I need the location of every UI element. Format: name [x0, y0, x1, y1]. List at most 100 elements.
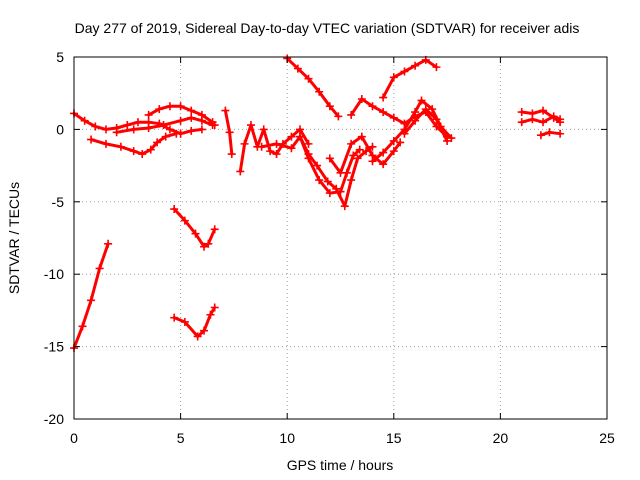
data-point-marker	[340, 202, 349, 211]
data-point-marker	[325, 154, 334, 163]
data-point-marker	[315, 176, 324, 185]
x-tick-label: 25	[599, 430, 615, 446]
data-point-marker	[389, 113, 398, 122]
data-point-marker	[153, 138, 162, 147]
series-line	[238, 123, 310, 173]
data-point-marker	[204, 239, 213, 248]
data-point-marker	[379, 93, 388, 102]
series-track-17	[400, 105, 452, 145]
series-track-3	[87, 129, 181, 159]
data-point-marker	[176, 116, 185, 125]
y-axis-label: SDTVAR / TECUs	[6, 182, 22, 294]
data-point-marker	[246, 121, 255, 130]
series-line	[285, 56, 340, 118]
data-point-marker	[536, 131, 545, 140]
y-tick-label: 5	[56, 49, 64, 65]
data-point-marker	[295, 125, 304, 134]
data-point-marker	[304, 74, 313, 83]
data-point-marker	[240, 139, 249, 148]
data-point-marker	[400, 129, 409, 138]
x-axis-label: GPS time / hours	[287, 457, 394, 473]
data-point-marker	[287, 132, 296, 141]
data-point-marker	[368, 157, 377, 166]
series-line	[298, 135, 362, 195]
series-track-5	[144, 102, 219, 130]
series-line	[328, 135, 402, 175]
data-point-marker	[259, 125, 268, 134]
data-point-marker	[187, 113, 196, 122]
data-point-marker	[325, 189, 334, 198]
data-point-marker	[116, 142, 125, 151]
data-point-marker	[272, 139, 281, 148]
data-point-marker	[133, 118, 142, 127]
data-point-marker	[170, 313, 179, 322]
data-point-marker	[336, 168, 345, 177]
data-point-marker	[368, 102, 377, 111]
data-point-marker	[104, 239, 113, 248]
data-point-marker	[187, 106, 196, 115]
data-point-marker	[200, 326, 209, 335]
data-point-marker	[206, 310, 215, 319]
series-track-6	[170, 205, 219, 251]
series-track-7	[170, 303, 219, 341]
data-point-marker	[165, 102, 174, 111]
data-point-marker	[80, 116, 89, 125]
data-point-marker	[313, 161, 322, 170]
data-point-marker	[197, 125, 206, 134]
data-point-marker	[210, 303, 219, 312]
data-point-marker	[315, 87, 324, 96]
data-point-marker	[101, 125, 110, 134]
data-point-marker	[78, 322, 87, 331]
data-point-marker	[197, 110, 206, 119]
data-point-marker	[353, 154, 362, 163]
series-line	[260, 135, 374, 208]
data-point-marker	[336, 187, 345, 196]
data-point-marker	[287, 144, 296, 153]
data-point-marker	[411, 61, 420, 70]
data-point-marker	[191, 229, 200, 238]
x-tick-label: 10	[279, 430, 295, 446]
data-point-marker	[170, 205, 179, 214]
data-point-marker	[123, 121, 132, 130]
data-point-marker	[549, 112, 558, 121]
data-point-marker	[159, 121, 168, 130]
y-tick-label: -15	[44, 339, 64, 355]
data-point-marker	[528, 115, 537, 124]
data-point-marker	[180, 216, 189, 225]
data-point-marker	[193, 332, 202, 341]
data-point-marker	[357, 132, 366, 141]
data-point-marker	[221, 106, 230, 115]
data-point-marker	[176, 102, 185, 111]
series-track-13	[325, 132, 405, 177]
data-point-marker	[138, 150, 147, 159]
data-point-marker	[210, 121, 219, 130]
data-point-marker	[87, 135, 96, 144]
data-point-marker	[112, 128, 121, 137]
data-point-marker	[432, 63, 441, 72]
series-track-1	[70, 239, 113, 353]
series-track-15	[379, 55, 441, 102]
data-point-marker	[87, 296, 96, 305]
data-point-marker	[379, 148, 388, 157]
series-track-20	[536, 128, 565, 140]
data-point-marker	[129, 125, 138, 134]
data-point-marker	[334, 112, 343, 121]
series-track-11	[295, 132, 364, 198]
series-line	[72, 242, 110, 350]
data-point-marker	[517, 108, 526, 117]
data-point-marker	[411, 116, 420, 125]
data-point-marker	[421, 105, 430, 114]
data-point-marker	[257, 142, 266, 151]
data-point-marker	[165, 125, 174, 134]
data-point-marker	[355, 145, 364, 154]
data-point-marker	[227, 150, 236, 159]
data-point-marker	[295, 132, 304, 141]
data-point-marker	[200, 242, 209, 251]
data-point-marker	[349, 151, 358, 160]
series-line	[381, 58, 438, 99]
data-point-marker	[325, 102, 334, 111]
plot-frame	[73, 56, 608, 420]
data-point-marker	[323, 177, 332, 186]
data-point-marker	[539, 106, 548, 115]
